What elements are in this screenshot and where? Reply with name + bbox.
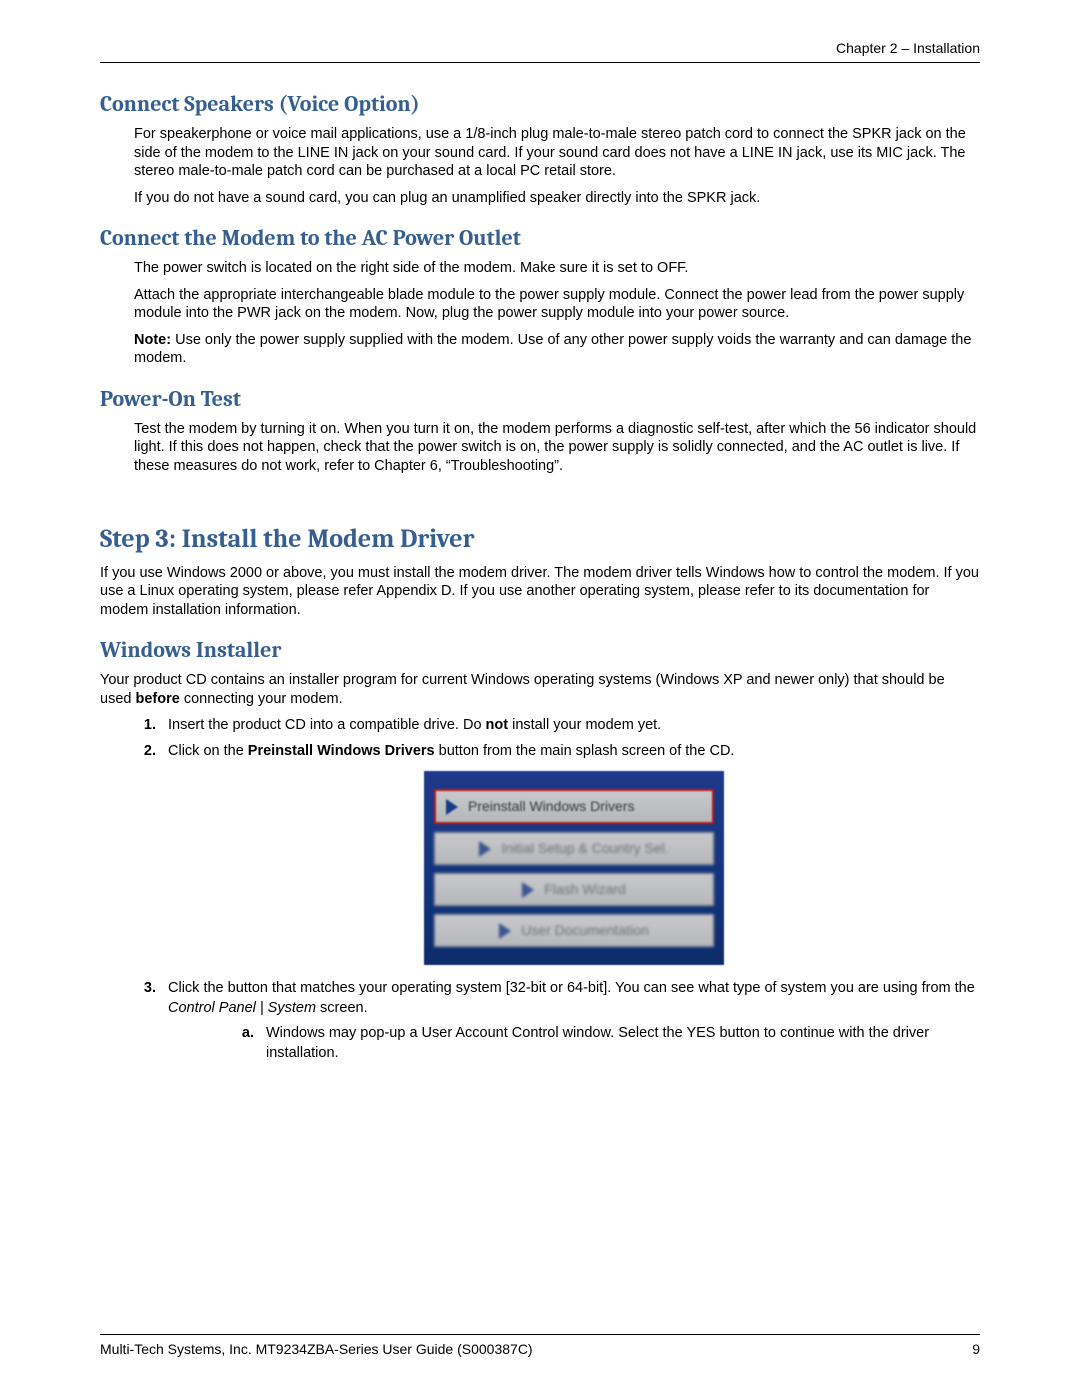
cd-btn-preinstall-label: Preinstall Windows Drivers	[468, 797, 634, 816]
play-icon	[499, 923, 511, 939]
heading-step3: Step 3: Install the Modem Driver	[100, 524, 980, 554]
page-footer: Multi-Tech Systems, Inc. MT9234ZBA-Serie…	[100, 1334, 980, 1357]
win-li3a: Click the button that matches your opera…	[168, 980, 975, 996]
win-li1a: Insert the product CD into a compatible …	[168, 717, 486, 733]
win-step-3-sub: Windows may pop-up a User Account Contro…	[258, 1024, 980, 1063]
page-header: Chapter 2 – Installation	[100, 40, 980, 63]
cd-btn-docs-label: User Documentation	[521, 921, 649, 940]
heading-win: Windows Installer	[100, 637, 980, 663]
speakers-p2: If you do not have a sound card, you can…	[134, 189, 980, 208]
play-icon	[479, 841, 491, 857]
win-step-1: Insert the product CD into a compatible …	[160, 716, 980, 736]
win-p1: Your product CD contains an installer pr…	[100, 671, 980, 708]
cd-btn-initial[interactable]: Initial Setup & Country Sel.	[434, 832, 714, 865]
footer-left: Multi-Tech Systems, Inc. MT9234ZBA-Serie…	[100, 1341, 533, 1357]
win-p1-bold: before	[135, 691, 179, 707]
win-step-3: Click the button that matches your opera…	[160, 979, 980, 1063]
cd-btn-flash-label: Flash Wizard	[544, 880, 626, 899]
play-icon	[522, 882, 534, 898]
win-steps: Insert the product CD into a compatible …	[160, 716, 980, 1063]
win-li3-it: Control Panel | System	[168, 1000, 316, 1016]
cd-btn-initial-label: Initial Setup & Country Sel.	[501, 839, 668, 858]
chapter-label: Chapter 2 – Installation	[836, 40, 980, 56]
cd-btn-flash[interactable]: Flash Wizard	[434, 873, 714, 906]
win-li3b: screen.	[316, 1000, 368, 1016]
win-p1b: connecting your modem.	[180, 691, 343, 707]
note-label: Note:	[134, 332, 171, 348]
cd-btn-docs[interactable]: User Documentation	[434, 914, 714, 947]
win-li2a: Click on the	[168, 743, 248, 759]
heading-speakers: Connect Speakers (Voice Option)	[100, 91, 980, 117]
win-li2b: button from the main splash screen of th…	[435, 743, 735, 759]
speakers-p1: For speakerphone or voice mail applicati…	[134, 125, 980, 181]
play-icon	[446, 799, 458, 815]
ac-note: Note: Use only the power supply supplied…	[134, 331, 980, 368]
ac-p1: The power switch is located on the right…	[134, 259, 980, 278]
note-text: Use only the power supply supplied with …	[134, 332, 971, 367]
cd-menu: Preinstall Windows Drivers Initial Setup…	[424, 771, 724, 965]
win-li1b: install your modem yet.	[508, 717, 661, 733]
heading-ac: Connect the Modem to the AC Power Outlet	[100, 225, 980, 251]
footer-right: 9	[972, 1341, 980, 1357]
win-li1-bold: not	[486, 717, 509, 733]
ac-p2: Attach the appropriate interchangeable b…	[134, 286, 980, 323]
heading-power: Power-On Test	[100, 386, 980, 412]
win-step-3a: Windows may pop-up a User Account Contro…	[258, 1024, 980, 1063]
step3-p1: If you use Windows 2000 or above, you mu…	[100, 564, 980, 620]
power-p1: Test the modem by turning it on. When yo…	[134, 420, 980, 476]
win-li2-bold: Preinstall Windows Drivers	[248, 743, 435, 759]
cd-btn-preinstall[interactable]: Preinstall Windows Drivers	[434, 789, 714, 824]
win-step-2: Click on the Preinstall Windows Drivers …	[160, 742, 980, 965]
